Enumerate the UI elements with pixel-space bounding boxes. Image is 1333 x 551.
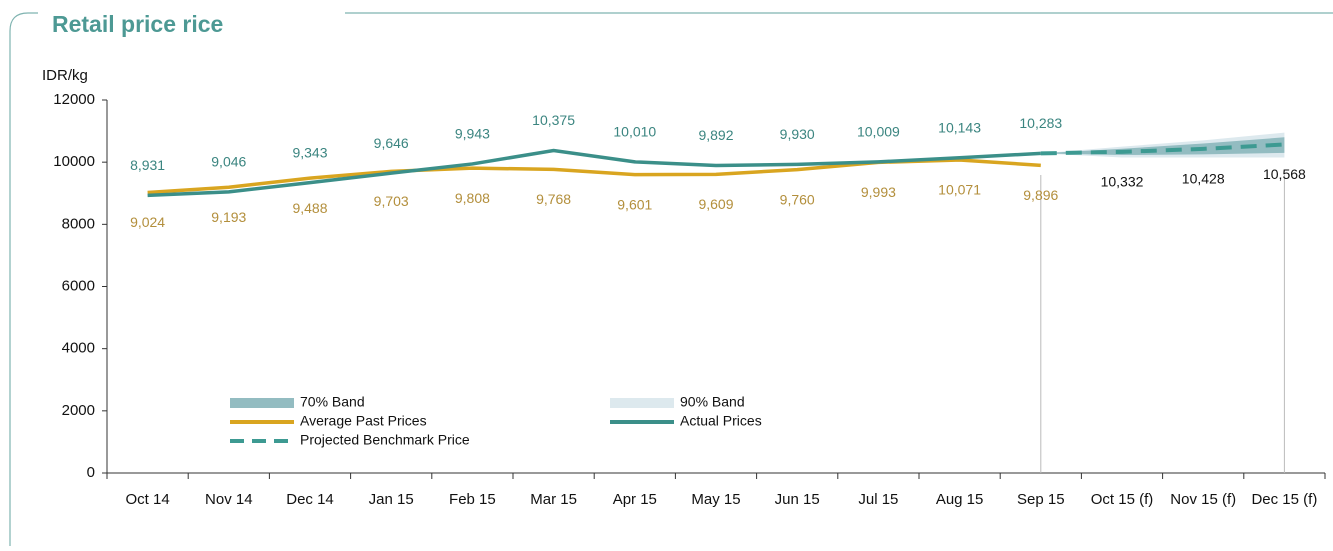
x-tick-label: Oct 15 (f) <box>1091 491 1154 508</box>
x-tick-label: Mar 15 <box>530 491 577 508</box>
data-label: 10,010 <box>613 124 656 140</box>
data-label: 9,601 <box>617 196 652 212</box>
legend-label: 90% Band <box>680 394 745 410</box>
x-tick-label: Jun 15 <box>775 491 820 508</box>
data-label: 9,943 <box>455 126 490 142</box>
data-label: 10,143 <box>938 119 981 135</box>
data-label: 10,375 <box>532 112 575 128</box>
legend-label: Projected Benchmark Price <box>300 432 470 448</box>
data-label: 9,892 <box>698 127 733 143</box>
legend-label: Actual Prices <box>680 413 762 429</box>
data-label: 10,071 <box>938 182 981 198</box>
data-label: 9,609 <box>698 196 733 212</box>
data-label: 9,488 <box>292 200 327 216</box>
data-label: 9,993 <box>861 184 896 200</box>
data-label: 9,760 <box>780 191 815 207</box>
series-line <box>147 158 1041 195</box>
x-tick-label: Aug 15 <box>936 491 984 508</box>
data-label: 10,568 <box>1263 166 1306 182</box>
y-tick-label: 6000 <box>62 277 95 294</box>
data-label: 9,024 <box>130 214 165 230</box>
y-tick-label: 8000 <box>62 215 95 232</box>
data-label: 9,343 <box>292 144 327 160</box>
data-label: 9,808 <box>455 190 490 206</box>
x-tick-label: Dec 15 (f) <box>1251 491 1317 508</box>
y-tick-label: 2000 <box>62 402 95 419</box>
data-label: 9,646 <box>374 135 409 151</box>
data-label: 9,046 <box>211 154 246 170</box>
series-line <box>1040 142 1285 156</box>
data-label: 9,896 <box>1023 187 1058 203</box>
legend-swatch <box>610 398 674 408</box>
data-label: 8,931 <box>130 157 165 173</box>
y-tick-label: 0 <box>87 464 95 481</box>
frame <box>9 12 1333 546</box>
data-label: 10,009 <box>857 124 900 140</box>
data-label: 10,283 <box>1019 115 1062 131</box>
x-tick-label: May 15 <box>691 491 740 508</box>
data-label: 10,428 <box>1182 171 1225 187</box>
x-tick-label: Nov 14 <box>205 491 253 508</box>
x-tick-label: Dec 14 <box>286 491 334 508</box>
x-tick-label: Jul 15 <box>858 491 898 508</box>
data-label: 10,332 <box>1101 174 1144 190</box>
x-tick-label: Feb 15 <box>449 491 496 508</box>
y-tick-label: 10000 <box>53 153 95 170</box>
y-tick-label: 4000 <box>62 340 95 357</box>
data-label: 9,703 <box>374 193 409 209</box>
x-tick-label: Sep 15 <box>1017 491 1065 508</box>
legend-swatch <box>230 398 294 408</box>
x-tick-label: Apr 15 <box>613 491 657 508</box>
x-tick-label: Jan 15 <box>369 491 414 508</box>
legend-label: 70% Band <box>300 394 365 410</box>
chart-title: Retail price rice <box>52 11 223 37</box>
data-label: 9,768 <box>536 191 571 207</box>
y-axis-label: IDR/kg <box>42 67 88 84</box>
data-label: 9,930 <box>780 126 815 142</box>
data-label: 9,193 <box>211 209 246 225</box>
x-tick-label: Oct 14 <box>126 491 170 508</box>
series-line <box>147 148 1041 198</box>
x-tick-label: Nov 15 (f) <box>1170 491 1236 508</box>
y-tick-label: 12000 <box>53 91 95 108</box>
legend-label: Average Past Prices <box>300 413 427 429</box>
